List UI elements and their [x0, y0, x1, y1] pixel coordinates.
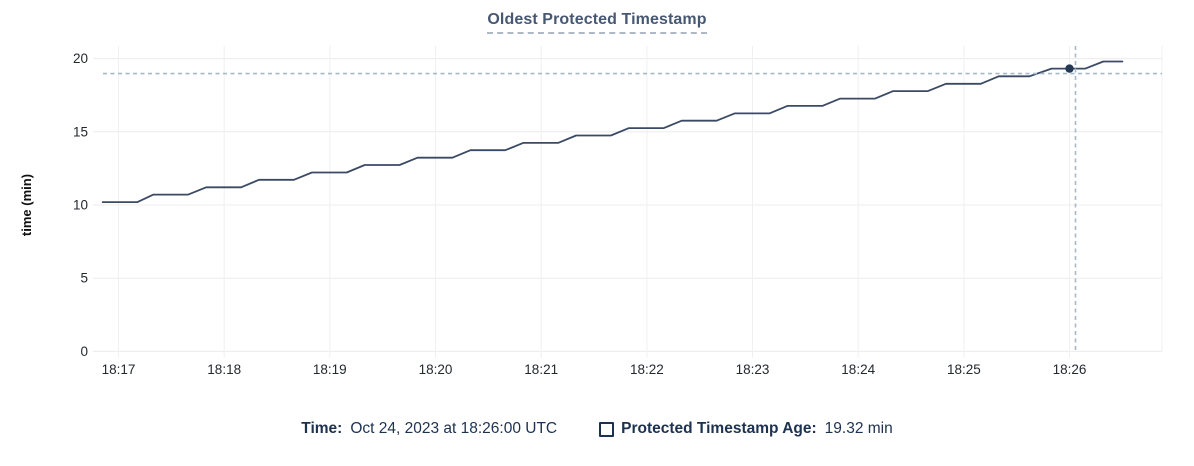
legend-series-label: Protected Timestamp Age:	[621, 420, 817, 437]
legend-time-label: Time:	[301, 420, 343, 437]
x-tick-label: 18:25	[947, 362, 981, 377]
series-line	[101, 60, 1124, 204]
x-tick-label: 18:23	[736, 362, 770, 377]
chart-legend: Time: Oct 24, 2023 at 18:26:00 UTC Prote…	[0, 420, 1194, 438]
y-tick-label: 20	[73, 51, 88, 66]
legend-series-value: 19.32 min	[824, 420, 893, 437]
chart-header: Oldest Protected Timestamp	[0, 11, 1194, 34]
series-checkbox-icon[interactable]	[599, 421, 615, 437]
x-tick-label: 18:17	[102, 362, 136, 377]
x-tick-label: 18:20	[419, 362, 453, 377]
x-tick-label: 18:26	[1053, 362, 1087, 377]
legend-time-value: Oct 24, 2023 at 18:26:00 UTC	[350, 420, 558, 437]
hover-point-dot	[1065, 64, 1074, 73]
legend-time: Time: Oct 24, 2023 at 18:26:00 UTC	[301, 420, 557, 438]
y-tick-label: 5	[80, 271, 88, 286]
y-axis-label: time (min)	[19, 174, 34, 236]
x-tick-label: 18:19	[313, 362, 347, 377]
chart-title[interactable]: Oldest Protected Timestamp	[487, 11, 707, 34]
y-tick-label: 15	[73, 124, 88, 139]
chart-plot-area[interactable]: 0 5 10 15 20 18:17 18:18 18:19 18:20 18:21 18:22 18…	[0, 0, 1194, 396]
x-tick-label: 18:24	[841, 362, 875, 377]
x-tick-label: 18:21	[524, 362, 558, 377]
legend-series-toggle[interactable]: Protected Timestamp Age: 19.32 min	[599, 420, 893, 438]
y-tick-label: 0	[80, 344, 88, 359]
y-tick-label: 10	[73, 198, 88, 213]
x-tick-label: 18:18	[207, 362, 241, 377]
x-tick-label: 18:22	[630, 362, 664, 377]
